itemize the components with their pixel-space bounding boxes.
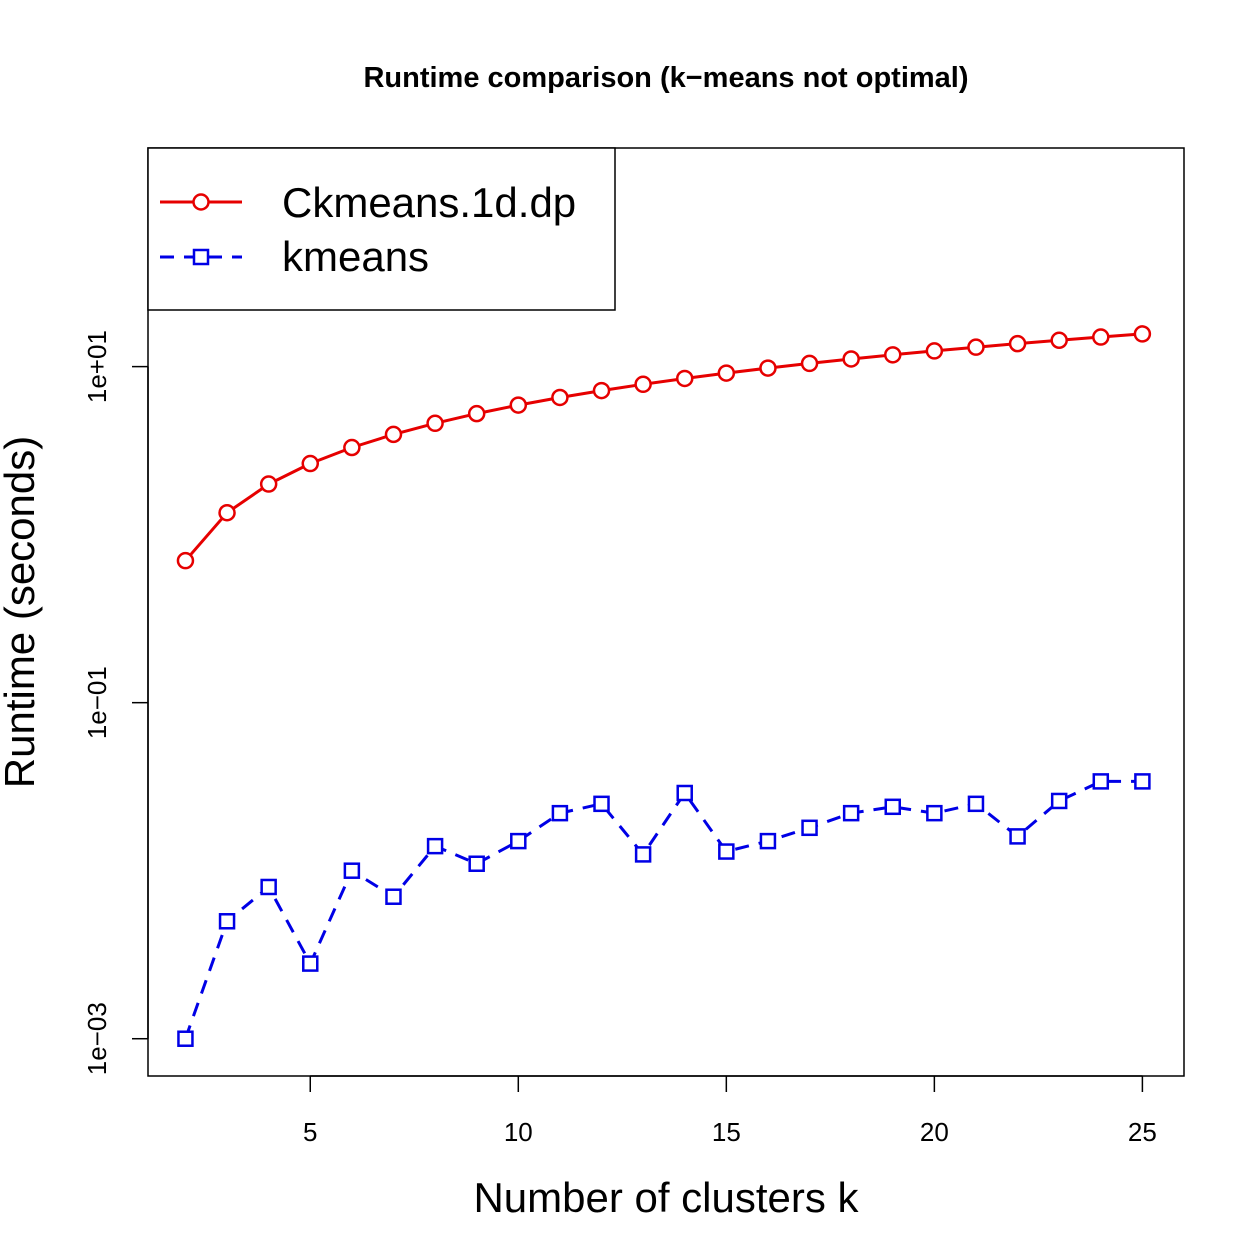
data-point-ckmeans-1d-dp bbox=[1133, 325, 1152, 343]
data-point-kmeans bbox=[593, 795, 610, 813]
data-point-kmeans bbox=[1050, 792, 1068, 810]
data-point-ckmeans-1d-dp bbox=[800, 354, 819, 373]
x-axis-label: Number of clusters k bbox=[473, 1174, 859, 1221]
data-point-kmeans bbox=[385, 888, 402, 905]
data-point-kmeans bbox=[1134, 773, 1151, 790]
data-point-kmeans bbox=[426, 837, 444, 855]
data-point-kmeans bbox=[260, 878, 277, 896]
data-point-kmeans bbox=[884, 798, 902, 816]
data-point-ckmeans-1d-dp bbox=[426, 414, 444, 433]
series-line-kmeans bbox=[183, 779, 1143, 1040]
data-point-ckmeans-1d-dp bbox=[925, 342, 944, 360]
y-tick-label: 1e−03 bbox=[82, 1002, 112, 1075]
data-point-ckmeans-1d-dp bbox=[259, 475, 278, 493]
x-tick-label: 25 bbox=[1128, 1117, 1157, 1147]
data-point-kmeans bbox=[468, 855, 485, 872]
data-point-ckmeans-1d-dp bbox=[218, 503, 236, 522]
data-point-ckmeans-1d-dp bbox=[467, 404, 486, 423]
data-point-kmeans bbox=[1092, 773, 1110, 790]
y-axis-label: Runtime (seconds) bbox=[0, 436, 43, 788]
data-point-ckmeans-1d-dp bbox=[675, 369, 694, 388]
data-point-ckmeans-1d-dp bbox=[176, 551, 195, 570]
legend-label-ckmeans: Ckmeans.1d.dp bbox=[282, 179, 576, 226]
legend-box bbox=[147, 147, 616, 311]
data-point-kmeans bbox=[718, 843, 735, 860]
y-tick-label: 1e+01 bbox=[82, 330, 112, 403]
data-point-ckmeans-1d-dp bbox=[384, 425, 403, 444]
data-point-ckmeans-1d-dp bbox=[717, 364, 736, 382]
data-point-ckmeans-1d-dp bbox=[842, 350, 860, 368]
data-point-kmeans bbox=[510, 832, 527, 850]
data-point-ckmeans-1d-dp bbox=[509, 396, 528, 414]
x-tick-label: 15 bbox=[712, 1117, 741, 1147]
x-tick-label: 10 bbox=[504, 1117, 533, 1147]
legend-label-kmeans: kmeans bbox=[282, 233, 429, 280]
series-line-ckmeans-1d-dp bbox=[184, 332, 1143, 562]
x-axis: 5 10 15 20 25 bbox=[303, 1075, 1157, 1147]
data-point-ckmeans-1d-dp bbox=[592, 381, 611, 400]
data-point-ckmeans-1d-dp bbox=[1008, 334, 1027, 353]
x-tick-label: 20 bbox=[920, 1117, 949, 1147]
data-point-kmeans bbox=[634, 846, 652, 863]
data-point-ckmeans-1d-dp bbox=[884, 346, 902, 364]
data-point-ckmeans-1d-dp bbox=[1092, 328, 1110, 346]
data-point-ckmeans-1d-dp bbox=[759, 359, 777, 377]
legend-marker-kmeans bbox=[192, 248, 210, 266]
data-point-kmeans bbox=[302, 955, 319, 972]
data-point-ckmeans-1d-dp bbox=[1050, 331, 1068, 350]
y-axis: 1e−03 1e−01 1e+01 bbox=[82, 330, 149, 1075]
data-point-kmeans bbox=[177, 1030, 194, 1047]
data-point-kmeans bbox=[926, 804, 943, 822]
series-layer bbox=[176, 325, 1152, 1047]
chart-title: Runtime comparison (k−means not optimal) bbox=[363, 62, 968, 94]
data-point-kmeans bbox=[801, 819, 818, 837]
legend-marker-ckmeans bbox=[192, 193, 210, 211]
data-point-kmeans bbox=[343, 862, 361, 879]
data-point-ckmeans-1d-dp bbox=[967, 338, 985, 356]
data-point-ckmeans-1d-dp bbox=[634, 375, 652, 394]
data-point-ckmeans-1d-dp bbox=[301, 454, 320, 473]
data-point-ckmeans-1d-dp bbox=[551, 388, 569, 407]
data-point-kmeans bbox=[551, 804, 569, 822]
data-point-kmeans bbox=[218, 913, 236, 930]
data-point-kmeans bbox=[1009, 828, 1026, 845]
data-point-kmeans bbox=[676, 784, 693, 802]
data-point-kmeans bbox=[759, 832, 777, 850]
y-tick-label: 1e−01 bbox=[82, 666, 112, 739]
data-point-kmeans bbox=[967, 795, 985, 813]
legend: Ckmeans.1d.dp kmeans bbox=[147, 147, 616, 311]
x-tick-label: 5 bbox=[303, 1117, 317, 1147]
data-point-ckmeans-1d-dp bbox=[343, 438, 361, 457]
data-point-kmeans bbox=[842, 804, 860, 822]
